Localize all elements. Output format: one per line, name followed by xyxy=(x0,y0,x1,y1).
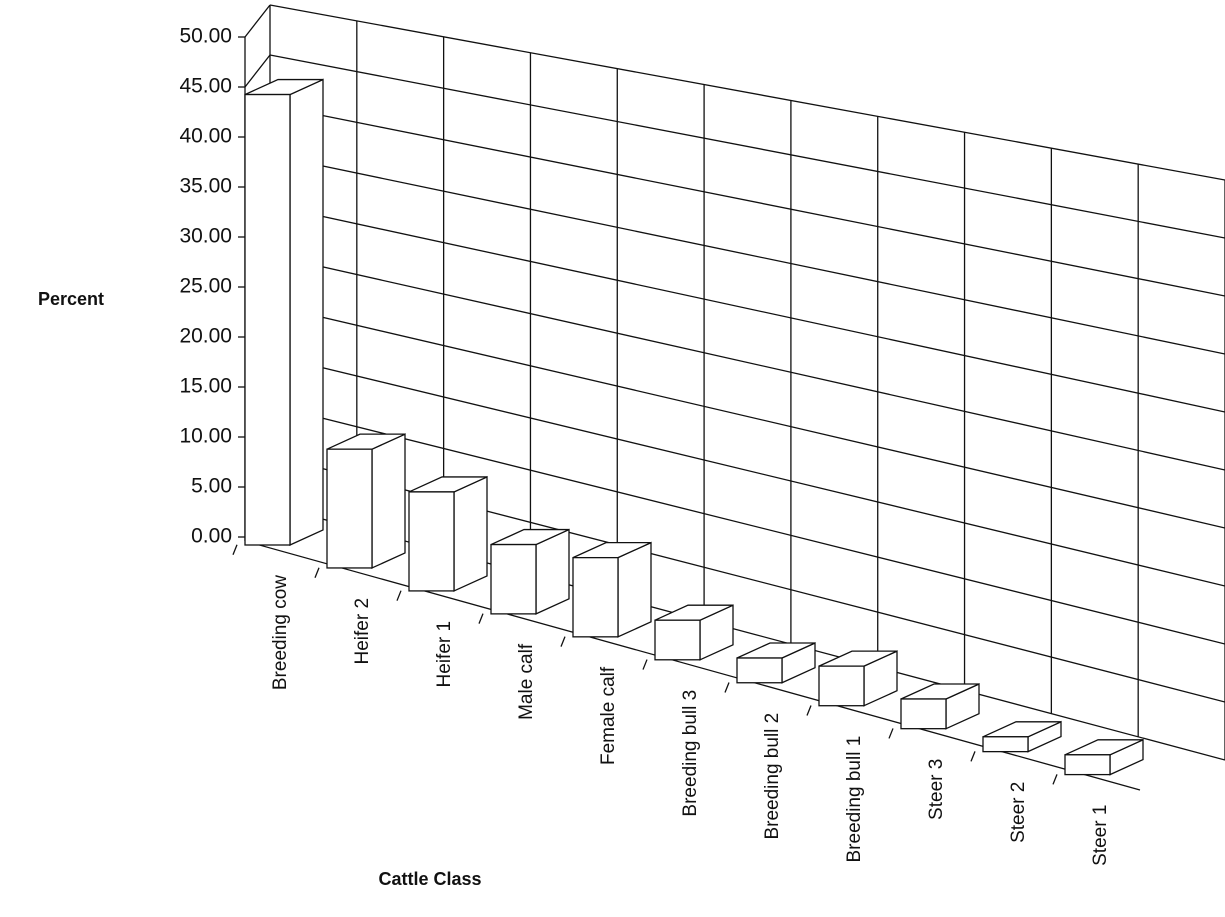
bar xyxy=(1064,754,1111,776)
x-tick-label: Steer 1 xyxy=(1090,805,1111,866)
x-tick-label: Steer 2 xyxy=(1008,782,1029,843)
x-tick-label: Breeding bull 3 xyxy=(680,690,701,817)
y-tick-label: 15.00 xyxy=(179,375,232,398)
y-tick-label: 10.00 xyxy=(179,425,232,448)
bar xyxy=(900,698,947,730)
grid-line xyxy=(269,104,1225,297)
grid-line xyxy=(269,354,1225,587)
grid-line xyxy=(269,154,1225,355)
x-tick xyxy=(970,751,976,762)
bar xyxy=(818,665,865,707)
bar-side xyxy=(453,475,488,592)
y-axis-title: Percent xyxy=(38,289,104,309)
x-tick xyxy=(560,636,566,647)
x-tick xyxy=(806,705,812,716)
y-tick-label: 35.00 xyxy=(179,175,232,198)
x-tick-label: Steer 3 xyxy=(926,759,947,820)
bar xyxy=(982,736,1029,753)
bar-side xyxy=(617,541,652,638)
bar xyxy=(326,448,373,569)
x-tick-label: Breeding cow xyxy=(270,575,291,690)
y-tick-label: 50.00 xyxy=(179,25,232,48)
y-tick-label: 30.00 xyxy=(179,225,232,248)
x-tick-label: Heifer 1 xyxy=(434,621,455,688)
bar xyxy=(490,543,537,615)
x-tick xyxy=(642,659,648,670)
grid-line xyxy=(269,254,1225,471)
grid-line xyxy=(269,54,1225,239)
x-tick xyxy=(478,613,484,624)
bar xyxy=(408,491,455,592)
x-tick xyxy=(888,728,894,739)
bar xyxy=(244,93,291,546)
y-tick-label: 40.00 xyxy=(179,125,232,148)
y-tick-label: 5.00 xyxy=(191,475,232,498)
x-tick-label: Breeding bull 2 xyxy=(762,713,783,840)
bar-side xyxy=(371,433,406,569)
y-tick-label: 0.00 xyxy=(191,525,232,548)
x-tick xyxy=(724,682,730,693)
x-tick-label: Heifer 2 xyxy=(352,598,373,665)
y-tick-label: 25.00 xyxy=(179,275,232,298)
bar xyxy=(572,556,619,638)
grid-line xyxy=(269,4,1225,181)
x-tick xyxy=(1052,774,1058,785)
x-tick-label: Breeding bull 1 xyxy=(844,736,865,863)
x-tick-label: Female calf xyxy=(598,666,619,765)
bar-side xyxy=(289,78,324,547)
x-tick xyxy=(396,590,402,601)
y-tick-label: 20.00 xyxy=(179,325,232,348)
x-tick xyxy=(314,567,320,578)
grid-line xyxy=(269,304,1225,529)
x-tick-label: Male calf xyxy=(516,643,537,720)
grid-line xyxy=(269,404,1225,645)
grid-line xyxy=(244,54,271,88)
bar xyxy=(736,657,783,684)
y-tick-label: 45.00 xyxy=(179,75,232,98)
x-tick xyxy=(232,544,238,556)
grid-line xyxy=(269,204,1225,413)
x-axis-title: Cattle Class xyxy=(378,869,481,889)
bar xyxy=(654,619,701,661)
grid-line xyxy=(244,4,271,38)
